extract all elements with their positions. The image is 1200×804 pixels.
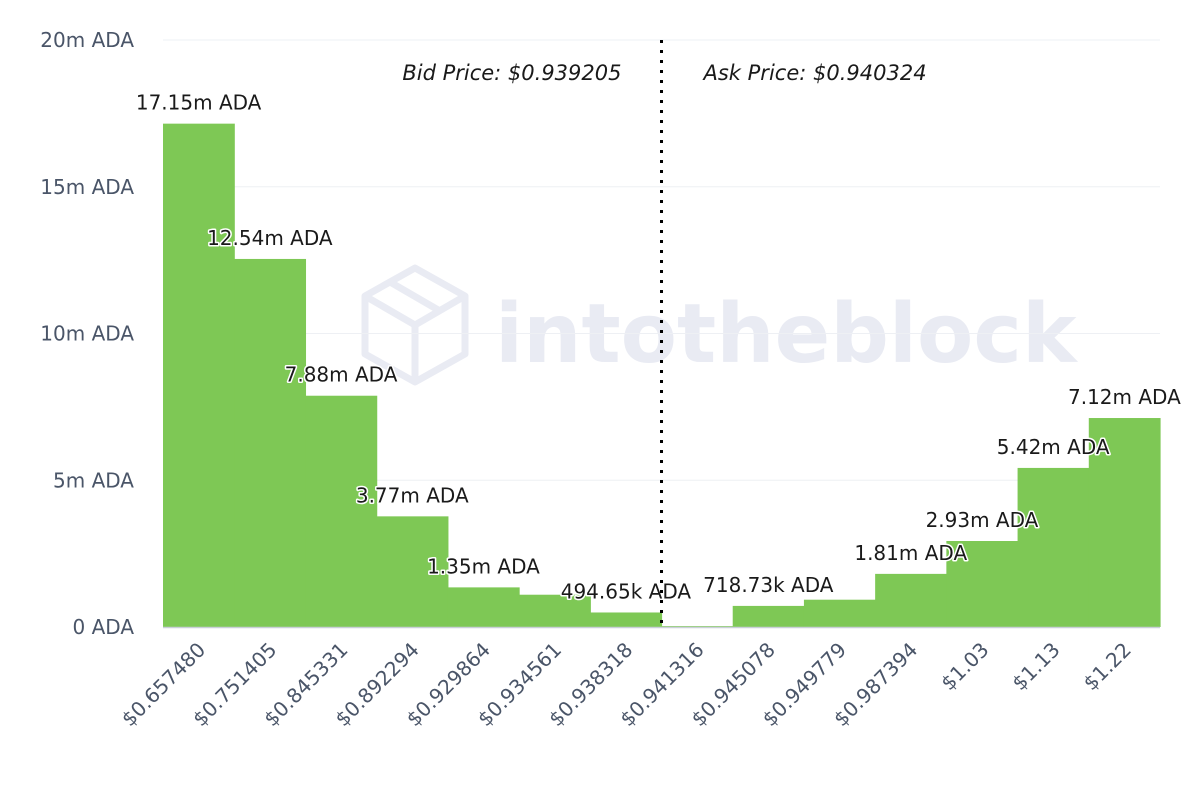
x-axis: $0.657480$0.751405$0.845331$0.892294$0.9… <box>117 638 1136 731</box>
bar <box>376 516 449 627</box>
bar <box>163 123 235 628</box>
bar-data-label: 3.77m ADA <box>356 483 469 507</box>
watermark: intotheblock <box>361 264 1079 386</box>
y-tick-label: 20m ADA <box>40 28 134 52</box>
bar-data-label: 1.35m ADA <box>427 554 540 578</box>
bar <box>590 612 663 627</box>
x-tick-label: $1.22 <box>1078 638 1135 695</box>
y-tick-label: 0 ADA <box>73 615 135 639</box>
bar-data-label: 1.81m ADA <box>854 541 967 565</box>
cube-logo-icon <box>361 264 469 386</box>
watermark-text: intotheblock <box>495 287 1079 382</box>
y-tick-label: 15m ADA <box>40 175 134 199</box>
bar <box>1017 467 1090 627</box>
bar <box>732 605 805 627</box>
bar <box>519 594 591 627</box>
bar <box>875 573 947 627</box>
y-tick-label: 10m ADA <box>40 322 134 346</box>
bar-data-label: 718.73k ADA <box>703 573 834 597</box>
bar <box>661 626 734 627</box>
y-tick-label: 5m ADA <box>53 468 134 492</box>
bar-data-label: 7.88m ADA <box>285 363 398 387</box>
bid-price-label: Bid Price: $0.939205 <box>402 61 621 85</box>
bar <box>946 541 1019 627</box>
bar <box>234 258 307 627</box>
bar <box>1088 418 1161 627</box>
bar <box>447 587 520 627</box>
bar-data-label: 494.65k ADA <box>561 579 692 603</box>
bar-data-label: 2.93m ADA <box>926 508 1039 532</box>
ask-price-label: Ask Price: $0.940324 <box>702 61 927 85</box>
bar-data-label: 5.42m ADA <box>997 435 1110 459</box>
bar-data-label: 17.15m ADA <box>136 91 262 115</box>
bar-data-label: 7.12m ADA <box>1068 385 1181 409</box>
y-axis: 0 ADA 5m ADA 10m ADA 15m ADA 20m ADA <box>40 28 1160 639</box>
x-tick-label: $1.13 <box>1007 638 1064 695</box>
bars-layer <box>163 123 1161 628</box>
data-labels-layer: 17.15m ADA 12.54m ADA 7.88m ADA 3.77m ADA 1.… <box>134 89 1182 605</box>
bar-data-label: 12.54m ADA <box>207 226 333 250</box>
bar <box>803 599 876 627</box>
bar <box>305 395 378 627</box>
x-tick-label: $1.03 <box>936 638 993 695</box>
